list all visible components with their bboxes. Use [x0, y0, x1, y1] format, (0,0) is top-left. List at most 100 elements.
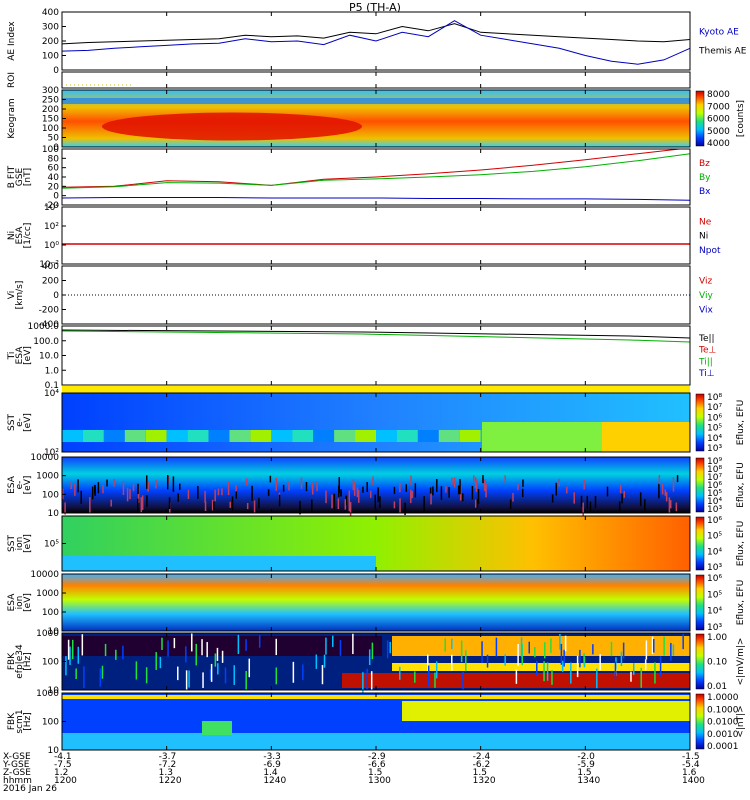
y-tick-label: 0 [53, 66, 59, 76]
colorbar-label: Eflux, EFU [736, 580, 746, 626]
y-tick-label: 1000 [36, 689, 59, 699]
esa-e-noise [477, 488, 480, 505]
sst-e-cell [166, 430, 188, 442]
y-axis-label: Ti [7, 352, 17, 361]
fbk-e-stripe [275, 667, 278, 685]
fbk-e-stripe [599, 654, 601, 671]
footer-value: -5.4 [682, 760, 700, 770]
sst-e-cell [82, 430, 104, 442]
fbk-e-stripe [368, 649, 371, 666]
y-tick-label: 0 [53, 291, 59, 301]
sst-e-hot [602, 422, 690, 452]
fbk-e-stripe [645, 640, 648, 660]
fbk-e-stripe [640, 667, 642, 688]
fbk-e-stripe [275, 638, 277, 656]
colorbar-tick-label: 10⁵ [707, 590, 722, 600]
fbk-e-stripe [161, 637, 163, 651]
colorbar-tick-label: 4000 [707, 139, 730, 149]
footer-row-label: X-GSE [3, 752, 31, 762]
colorbar-tick-label: 6000 [707, 115, 730, 125]
esa-e-noise [430, 493, 432, 505]
fbk-e-stripe [670, 642, 672, 661]
esa-e-noise [353, 482, 356, 496]
esa-e-noise [457, 485, 460, 495]
esa-e-noise [167, 476, 170, 483]
y-axis-label: SST [7, 535, 17, 552]
fbk-e-stripe [444, 638, 446, 652]
esa-e-noise [80, 490, 82, 504]
fbk-e-stripe [188, 670, 190, 688]
esa-e-noise [583, 479, 585, 490]
esa-e-noise [374, 494, 377, 509]
esa-e-noise [404, 502, 406, 516]
esa-e-noise [482, 475, 484, 484]
fbk-e-stripe [77, 646, 80, 664]
fbk-e-stripe [104, 643, 107, 657]
y-tick-label: 150 [42, 115, 59, 125]
y-axis-label: Ni [7, 231, 17, 240]
fbk-e-stripe [495, 637, 498, 657]
esa-e-noise [187, 489, 190, 499]
colorbar-tick-label: 10⁵ [707, 532, 722, 542]
fbk-e-stripe [185, 646, 187, 663]
esa-e-noise [141, 495, 144, 510]
esa-e-noise [311, 499, 313, 513]
colorbar-tick-label: 10⁴ [707, 497, 722, 507]
y-tick-label: 0 [53, 192, 59, 202]
fbk-e-stripe [592, 644, 594, 655]
y-axis-label: ion [15, 596, 25, 610]
legend-label: By [699, 173, 711, 183]
legend-label: Viz [699, 277, 712, 287]
fbk-e-stripe [560, 643, 563, 665]
fbk-e-stripe [99, 668, 102, 687]
esa-e-noise [618, 501, 621, 512]
footer-value: 1.3 [158, 768, 173, 778]
esa-e-noise [483, 479, 486, 492]
esa-e-noise [471, 485, 474, 500]
fbk-e-stripe [504, 654, 506, 666]
y-axis-label: AE Index [7, 21, 17, 61]
fbk-e-stripe [644, 659, 647, 671]
esa-e-noise [316, 481, 318, 492]
esa-e-noise [155, 479, 157, 489]
series-line-bz [61, 148, 680, 188]
esa-e-noise [462, 493, 464, 502]
esa-e-noise [676, 475, 679, 483]
y-axis-label: [eV] [23, 593, 33, 612]
y-tick-label: 10 [48, 686, 60, 696]
esa-e-noise [644, 499, 646, 513]
sst-e-cell [417, 430, 439, 442]
fbk-e-stripe [559, 633, 561, 650]
legend-label: Bx [699, 187, 711, 197]
y-axis-label: [eV] [23, 346, 33, 365]
esa-e-noise [658, 483, 660, 499]
esa-e-noise [64, 502, 66, 515]
line-data-layer [61, 20, 691, 343]
esa-e-noise [366, 482, 368, 493]
colorbar-tick-label: 10⁴ [707, 607, 722, 617]
fbk-e-stripe [221, 650, 224, 663]
esa-e-noise [661, 484, 664, 495]
y-axis-label: Vi [7, 291, 17, 299]
fbk-e-stripe [543, 661, 545, 682]
fbk-e-stripe [550, 638, 552, 654]
legend-label: Vix [699, 306, 713, 316]
esa-e-noise [580, 495, 583, 508]
colorbar-tick-label: 10³ [707, 444, 722, 454]
esa-e-noise [137, 487, 140, 503]
esa-e-noise [619, 484, 622, 494]
esa-e-noise [77, 479, 79, 493]
legend-label: Te|| [698, 334, 715, 344]
sst-e-cell [376, 430, 397, 442]
esa-e-noise [658, 475, 661, 485]
legend-label: Viy [699, 291, 713, 301]
esa-e-noise [485, 483, 487, 498]
colorbar [695, 633, 705, 690]
esa-e-noise [132, 484, 135, 492]
fbk-e-stripe [583, 653, 585, 665]
esa-e-noise [340, 490, 342, 497]
sst-e-cell [62, 430, 83, 442]
esa-e-noise [517, 483, 519, 491]
